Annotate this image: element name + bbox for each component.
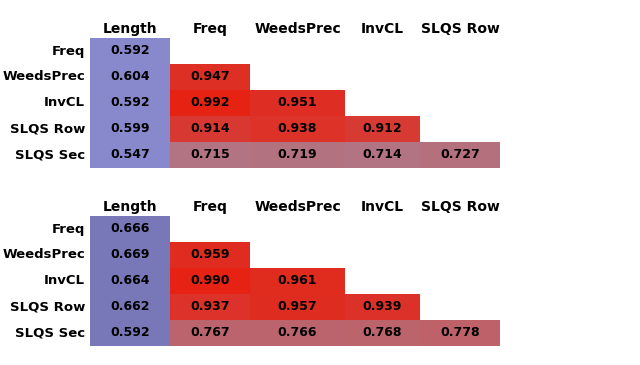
Text: 0.914: 0.914	[190, 123, 230, 135]
Text: 0.961: 0.961	[278, 274, 317, 288]
Text: 0.604: 0.604	[110, 70, 150, 84]
Text: Length: Length	[102, 22, 157, 36]
Text: 0.767: 0.767	[190, 327, 230, 339]
Text: Freq: Freq	[193, 22, 227, 36]
Text: 0.664: 0.664	[110, 274, 150, 288]
Text: Freq: Freq	[52, 45, 85, 58]
Text: 0.592: 0.592	[110, 45, 150, 58]
Text: WeedsPrec: WeedsPrec	[254, 200, 341, 214]
Text: 0.714: 0.714	[363, 149, 403, 161]
Text: 0.666: 0.666	[110, 223, 150, 235]
Text: 0.662: 0.662	[110, 300, 150, 314]
Text: 0.951: 0.951	[278, 96, 317, 109]
Text: 0.912: 0.912	[363, 123, 403, 135]
Text: 0.719: 0.719	[278, 149, 317, 161]
Text: 0.715: 0.715	[190, 149, 230, 161]
Text: 0.599: 0.599	[110, 123, 150, 135]
Text: 0.669: 0.669	[110, 249, 150, 261]
Text: 0.947: 0.947	[190, 70, 230, 84]
Text: 0.938: 0.938	[278, 123, 317, 135]
Text: InvCL: InvCL	[44, 96, 85, 109]
Text: 0.939: 0.939	[363, 300, 402, 314]
Text: SLQS Row: SLQS Row	[420, 22, 499, 36]
Text: 0.547: 0.547	[110, 149, 150, 161]
Text: 0.768: 0.768	[363, 327, 403, 339]
Text: InvCL: InvCL	[361, 200, 404, 214]
Text: InvCL: InvCL	[361, 22, 404, 36]
Text: 0.990: 0.990	[190, 274, 230, 288]
Text: SLQS Row: SLQS Row	[10, 123, 85, 135]
Text: 0.778: 0.778	[440, 327, 480, 339]
Text: SLQS Row: SLQS Row	[420, 200, 499, 214]
Text: Freq: Freq	[193, 200, 227, 214]
Text: WeedsPrec: WeedsPrec	[3, 249, 85, 261]
Text: InvCL: InvCL	[44, 274, 85, 288]
Text: 0.766: 0.766	[278, 327, 317, 339]
Text: SLQS Sec: SLQS Sec	[15, 327, 85, 339]
Text: WeedsPrec: WeedsPrec	[254, 22, 341, 36]
Text: WeedsPrec: WeedsPrec	[3, 70, 85, 84]
Text: 0.992: 0.992	[190, 96, 230, 109]
Text: 0.592: 0.592	[110, 96, 150, 109]
Text: Freq: Freq	[52, 223, 85, 235]
Text: Length: Length	[102, 200, 157, 214]
Text: 0.727: 0.727	[440, 149, 480, 161]
Text: SLQS Row: SLQS Row	[10, 300, 85, 314]
Text: 0.937: 0.937	[190, 300, 230, 314]
Text: 0.957: 0.957	[278, 300, 317, 314]
Text: SLQS Sec: SLQS Sec	[15, 149, 85, 161]
Text: 0.592: 0.592	[110, 327, 150, 339]
Text: 0.959: 0.959	[190, 249, 230, 261]
